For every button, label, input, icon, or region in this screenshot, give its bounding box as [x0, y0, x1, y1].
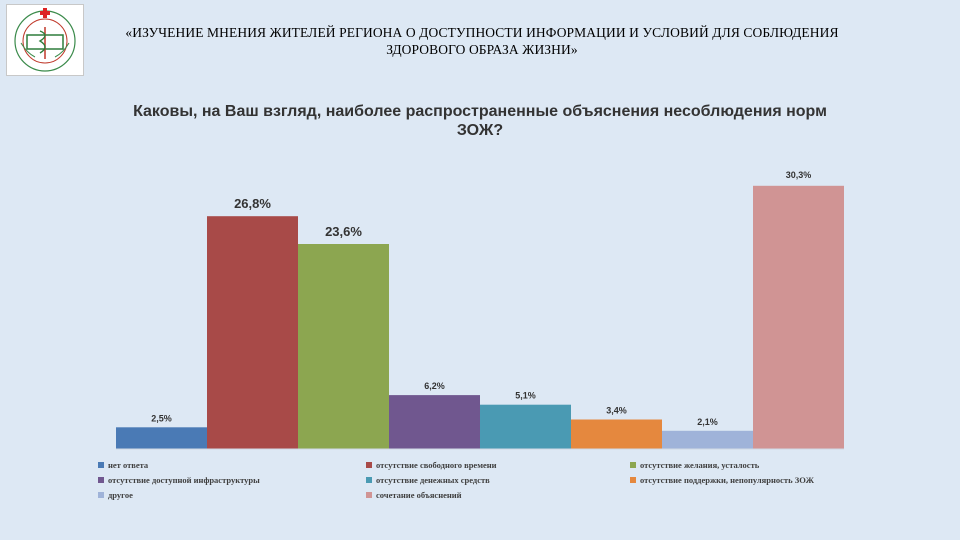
legend-label: отсутствие доступной инфраструктуры [108, 475, 260, 485]
data-label-6: 3,4% [606, 406, 627, 416]
data-label-8: 30,3% [786, 170, 812, 180]
legend-label: отсутствие денежных средств [376, 475, 490, 485]
legend-swatch [630, 462, 636, 468]
legend-item-6: отсутствие поддержки, непопулярность ЗОЖ [630, 475, 814, 485]
data-label-7: 2,1% [697, 417, 718, 427]
legend-label: отсутствие поддержки, непопулярность ЗОЖ [640, 475, 815, 485]
data-label-3: 23,6% [325, 224, 362, 239]
legend-swatch [366, 477, 372, 483]
legend-swatch [366, 462, 372, 468]
legend-item-8: сочетание объяснений [366, 490, 462, 500]
bar-1 [116, 427, 207, 449]
legend-item-1: нет ответа [98, 460, 148, 470]
legend-label: отсутствие желания, усталость [640, 460, 760, 470]
legend-swatch [98, 492, 104, 498]
legend-swatch [630, 477, 636, 483]
legend-item-2: отсутствие свободного времени [366, 460, 497, 470]
data-label-1: 2,5% [151, 413, 172, 423]
page-title: «ИЗУЧЕНИЕ МНЕНИЯ ЖИТЕЛЕЙ РЕГИОНА О ДОСТУ… [125, 25, 839, 57]
legend-label: отсутствие свободного времени [376, 460, 497, 470]
legend-label: другое [108, 490, 133, 500]
legend-item-7: другое [98, 490, 133, 500]
legend-swatch [98, 477, 104, 483]
legend-label: нет ответа [108, 460, 149, 470]
legend-item-5: отсутствие денежных средств [366, 475, 490, 485]
bar-2 [207, 216, 298, 449]
bar-6 [571, 419, 662, 449]
bar-3 [298, 244, 389, 449]
legend-item-4: отсутствие доступной инфраструктуры [98, 475, 260, 485]
data-label-5: 5,1% [515, 391, 536, 401]
data-label-2: 26,8% [234, 196, 271, 211]
legend-label: сочетание объяснений [376, 490, 462, 500]
bar-5 [480, 404, 571, 449]
bar-4 [389, 395, 480, 449]
bar-8 [753, 185, 844, 450]
emblem-icon [14, 8, 76, 72]
legend-item-3: отсутствие желания, усталость [630, 460, 759, 470]
chart-title: Каковы, на Ваш взгляд, наиболее распрост… [133, 103, 827, 139]
legend-swatch [366, 492, 372, 498]
legend-swatch [98, 462, 104, 468]
data-label-4: 6,2% [424, 381, 445, 391]
bar-7 [662, 430, 753, 449]
medical-emblem-logo [6, 4, 84, 76]
